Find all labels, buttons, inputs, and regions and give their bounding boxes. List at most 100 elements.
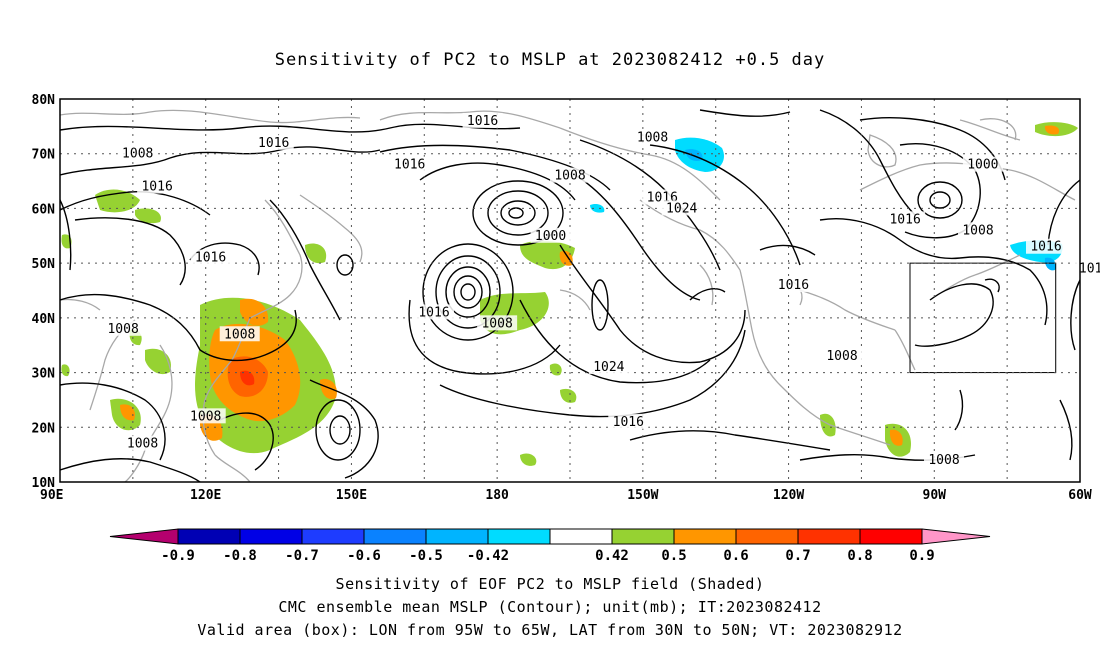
- colorbar-max-arrow: [921, 528, 991, 545]
- contour-label: 1008: [127, 437, 158, 452]
- contour-label-bg: [550, 167, 590, 183]
- colorbar-swatch: [301, 528, 365, 545]
- contour-label: 1016: [1030, 240, 1061, 255]
- contour-label: 1000: [967, 158, 998, 173]
- colorbar-label: 0.9: [909, 548, 934, 564]
- contour-label-bg: [103, 320, 144, 336]
- colorbar-label: -0.5: [409, 548, 443, 564]
- colorbar-label: 0.5: [661, 548, 686, 564]
- contour-label-bg: [462, 112, 503, 128]
- contour-label-bg: [632, 129, 673, 145]
- contour-label: 1016: [613, 415, 644, 430]
- lat-label: 10N: [32, 476, 56, 491]
- contour-label: 1016: [467, 114, 498, 129]
- contour-label-bg: [924, 452, 964, 468]
- lat-label: 60N: [32, 202, 56, 217]
- contour-labels: 1016 1008 1016 1016 1016 1008 1008 1000 1016 1024…: [103, 112, 1100, 468]
- contour-label: 1008: [190, 409, 221, 424]
- contour-label-bg: [253, 134, 294, 150]
- colorbar-label: -0.9: [161, 548, 195, 564]
- colorbar-swatch: [797, 528, 861, 545]
- contour-label-bg: [885, 211, 926, 227]
- contour-label-bg: [588, 359, 629, 375]
- colorbar-swatch: [859, 528, 923, 545]
- colorbar-label: 0.42: [595, 548, 629, 564]
- colorbar-swatch: [735, 528, 799, 545]
- colorbar-min-arrow: [109, 528, 179, 545]
- contour-label-bg: [661, 200, 702, 216]
- colorbar-swatch: [425, 528, 489, 545]
- lat-label: 80N: [32, 93, 56, 108]
- colorbar-label: -0.8: [223, 548, 257, 564]
- contour-label-bg: [137, 178, 178, 194]
- map-frame: [59, 98, 1081, 483]
- contour-label: 1016: [394, 158, 425, 173]
- contour-label-bg: [773, 277, 814, 293]
- contour-label: 1008: [928, 453, 959, 468]
- colorbar-swatch: [177, 528, 241, 545]
- lat-label: 20N: [32, 421, 56, 436]
- contour-label-bg: [190, 249, 231, 265]
- contour-label: 1008: [962, 223, 993, 238]
- contour-label: 1000: [535, 229, 566, 244]
- map-title: Sensitivity of PC2 to MSLP at 2023082412…: [274, 50, 826, 70]
- lon-label: 90E: [40, 488, 63, 503]
- colorbar-swatch: [549, 528, 613, 545]
- contour-label: 1016: [195, 251, 226, 266]
- contour-label: 1008: [637, 130, 668, 145]
- contour-label-bg: [1074, 260, 1100, 276]
- colorbar-swatch: [673, 528, 737, 545]
- colorbar-label: -0.7: [285, 548, 319, 564]
- lat-label: 50N: [32, 257, 56, 272]
- longitude-labels: 90E 120E 150E 180 150W 120W 90W 60W: [40, 488, 1092, 503]
- contour-label-bg: [958, 222, 998, 238]
- contour-label: 1016: [1079, 262, 1100, 277]
- contour-label: 1008: [826, 349, 857, 364]
- contour-label: 1016: [778, 278, 809, 293]
- contour-label: 1024: [666, 201, 697, 216]
- colorbar-label: 0.7: [785, 548, 810, 564]
- contour-label-bg: [117, 145, 158, 161]
- colorbar-label: 0.8: [847, 548, 872, 564]
- contour-label: 1008: [122, 147, 153, 162]
- colorbar-swatch: [363, 528, 427, 545]
- colorbar-swatch: [239, 528, 303, 545]
- lat-label: 70N: [32, 148, 56, 163]
- contour-label: 1016: [418, 305, 449, 320]
- contour-label: 1008: [107, 322, 138, 337]
- lon-label: 60W: [1068, 488, 1092, 503]
- contour-label-bg: [389, 156, 430, 172]
- caption-contour: CMC ensemble mean MSLP (Contour); unit(m…: [278, 598, 822, 616]
- contour-label-bg: [185, 408, 226, 424]
- colorbar-label: 0.6: [723, 548, 748, 564]
- contour-label: 1008: [224, 327, 255, 342]
- contour-label-bg: [962, 156, 1003, 172]
- contour-label: 1008: [554, 169, 585, 184]
- lon-label: 120E: [190, 488, 221, 503]
- contour-label: 1016: [258, 136, 289, 151]
- contour-label-bg: [414, 304, 454, 320]
- colorbar-swatch: [487, 528, 551, 545]
- lon-label: 90W: [923, 488, 947, 503]
- contour-label-bg: [122, 435, 163, 451]
- lon-label: 150E: [336, 488, 367, 503]
- contour-label-bg: [822, 348, 862, 364]
- contour-label-bg: [1026, 238, 1066, 254]
- lon-label: 180: [485, 488, 509, 503]
- lon-label: 150W: [627, 488, 658, 503]
- contour-label: 1024: [593, 360, 624, 375]
- contour-label-bg: [608, 413, 649, 429]
- contour-label: 1008: [481, 316, 512, 331]
- lat-label: 40N: [32, 312, 56, 327]
- contour-label-bg: [477, 315, 518, 331]
- caption-valid-area: Valid area (box): LON from 95W to 65W, L…: [197, 621, 903, 639]
- contour-label: 1016: [141, 180, 172, 195]
- colorbar-swatch: [611, 528, 675, 545]
- latitude-labels: 80N 70N 60N 50N 40N 30N 20N 10N: [32, 93, 56, 491]
- lon-label: 120W: [773, 488, 804, 503]
- colorbar-label: -0.42: [467, 548, 509, 564]
- caption-shading: Sensitivity of EOF PC2 to MSLP field (Sh…: [335, 575, 765, 593]
- colorbar: -0.9 -0.8 -0.7 -0.6 -0.5 -0.42 0.42 0.5 0.6 0.7 0.…: [109, 528, 991, 564]
- colorbar-label: -0.6: [347, 548, 381, 564]
